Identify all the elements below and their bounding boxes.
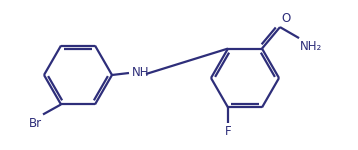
Text: NH₂: NH₂ xyxy=(300,40,322,53)
Text: O: O xyxy=(281,12,290,25)
Text: Br: Br xyxy=(29,117,42,130)
Text: F: F xyxy=(225,125,231,138)
Text: NH: NH xyxy=(132,66,150,78)
